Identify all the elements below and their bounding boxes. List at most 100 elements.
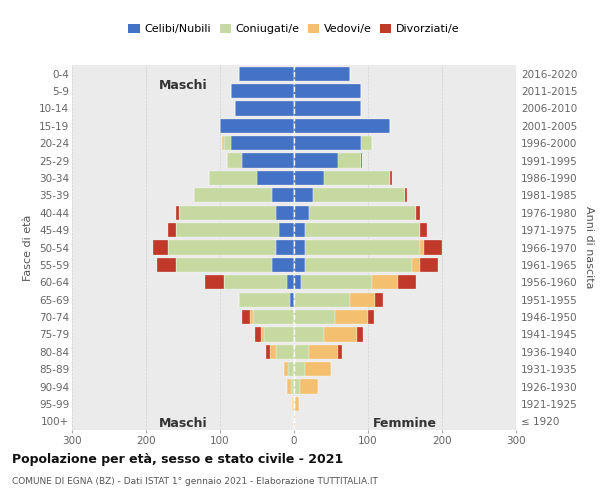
Bar [265, 328, 294, 342]
Bar [224, 275, 287, 289]
Bar [349, 292, 376, 307]
Bar [309, 344, 338, 359]
Bar [272, 258, 294, 272]
Bar [323, 171, 390, 185]
Bar [301, 275, 372, 289]
Bar [239, 292, 290, 307]
Bar [294, 362, 305, 376]
Bar [335, 310, 368, 324]
Bar [209, 171, 257, 185]
Bar [275, 206, 294, 220]
Bar [279, 223, 294, 237]
Y-axis label: Anni di nascita: Anni di nascita [584, 206, 594, 289]
Bar [287, 380, 291, 394]
Bar [260, 328, 265, 342]
Text: Maschi: Maschi [158, 79, 208, 92]
Bar [361, 136, 372, 150]
Bar [420, 258, 438, 272]
Bar [294, 102, 361, 116]
Bar [420, 223, 427, 237]
Text: Maschi: Maschi [158, 417, 208, 430]
Bar [294, 84, 361, 98]
Bar [272, 188, 294, 202]
Bar [220, 118, 294, 133]
Bar [292, 397, 293, 411]
Text: Popolazione per età, sesso e stato civile - 2021: Popolazione per età, sesso e stato civil… [12, 452, 343, 466]
Bar [275, 240, 294, 254]
Bar [224, 136, 231, 150]
Bar [287, 275, 294, 289]
Bar [338, 344, 342, 359]
Bar [294, 344, 309, 359]
Bar [253, 310, 294, 324]
Bar [305, 223, 420, 237]
Bar [291, 380, 294, 394]
Text: Femmine: Femmine [373, 417, 437, 430]
Bar [309, 206, 416, 220]
Bar [290, 292, 294, 307]
Bar [294, 328, 323, 342]
Bar [405, 188, 407, 202]
Bar [227, 154, 242, 168]
Bar [222, 136, 224, 150]
Bar [357, 328, 363, 342]
Bar [157, 258, 176, 272]
Bar [294, 397, 295, 411]
Bar [176, 206, 179, 220]
Bar [269, 344, 275, 359]
Bar [390, 171, 392, 185]
Bar [275, 344, 294, 359]
Bar [294, 240, 305, 254]
Bar [255, 328, 260, 342]
Bar [300, 380, 319, 394]
Bar [154, 240, 168, 254]
Bar [294, 171, 323, 185]
Bar [323, 328, 357, 342]
Bar [179, 206, 275, 220]
Bar [372, 275, 398, 289]
Bar [231, 84, 294, 98]
Bar [305, 362, 331, 376]
Bar [168, 240, 275, 254]
Bar [305, 258, 412, 272]
Bar [294, 258, 305, 272]
Bar [412, 258, 420, 272]
Bar [294, 223, 305, 237]
Bar [361, 154, 362, 168]
Text: COMUNE DI EGNA (BZ) - Dati ISTAT 1° gennaio 2021 - Elaborazione TUTTITALIA.IT: COMUNE DI EGNA (BZ) - Dati ISTAT 1° genn… [12, 478, 378, 486]
Bar [168, 223, 176, 237]
Bar [294, 414, 295, 428]
Bar [305, 240, 420, 254]
Bar [288, 362, 294, 376]
Bar [205, 275, 224, 289]
Bar [293, 397, 294, 411]
Bar [424, 240, 442, 254]
Bar [420, 240, 424, 254]
Bar [294, 188, 313, 202]
Bar [294, 136, 361, 150]
Bar [294, 380, 300, 394]
Bar [416, 206, 420, 220]
Legend: Celibi/Nubili, Coniugati/e, Vedovi/e, Divorziati/e: Celibi/Nubili, Coniugati/e, Vedovi/e, Di… [124, 20, 464, 39]
Bar [266, 344, 269, 359]
Bar [250, 310, 253, 324]
Bar [295, 397, 299, 411]
Bar [231, 136, 294, 150]
Bar [294, 310, 335, 324]
Bar [294, 154, 338, 168]
Bar [338, 154, 361, 168]
Bar [242, 310, 250, 324]
Bar [176, 258, 272, 272]
Bar [376, 292, 383, 307]
Bar [194, 188, 272, 202]
Bar [257, 171, 294, 185]
Bar [294, 66, 349, 81]
Bar [294, 206, 309, 220]
Bar [294, 118, 390, 133]
Bar [235, 102, 294, 116]
Y-axis label: Fasce di età: Fasce di età [23, 214, 34, 280]
Bar [368, 310, 374, 324]
Bar [398, 275, 416, 289]
Bar [294, 275, 301, 289]
Bar [176, 223, 279, 237]
